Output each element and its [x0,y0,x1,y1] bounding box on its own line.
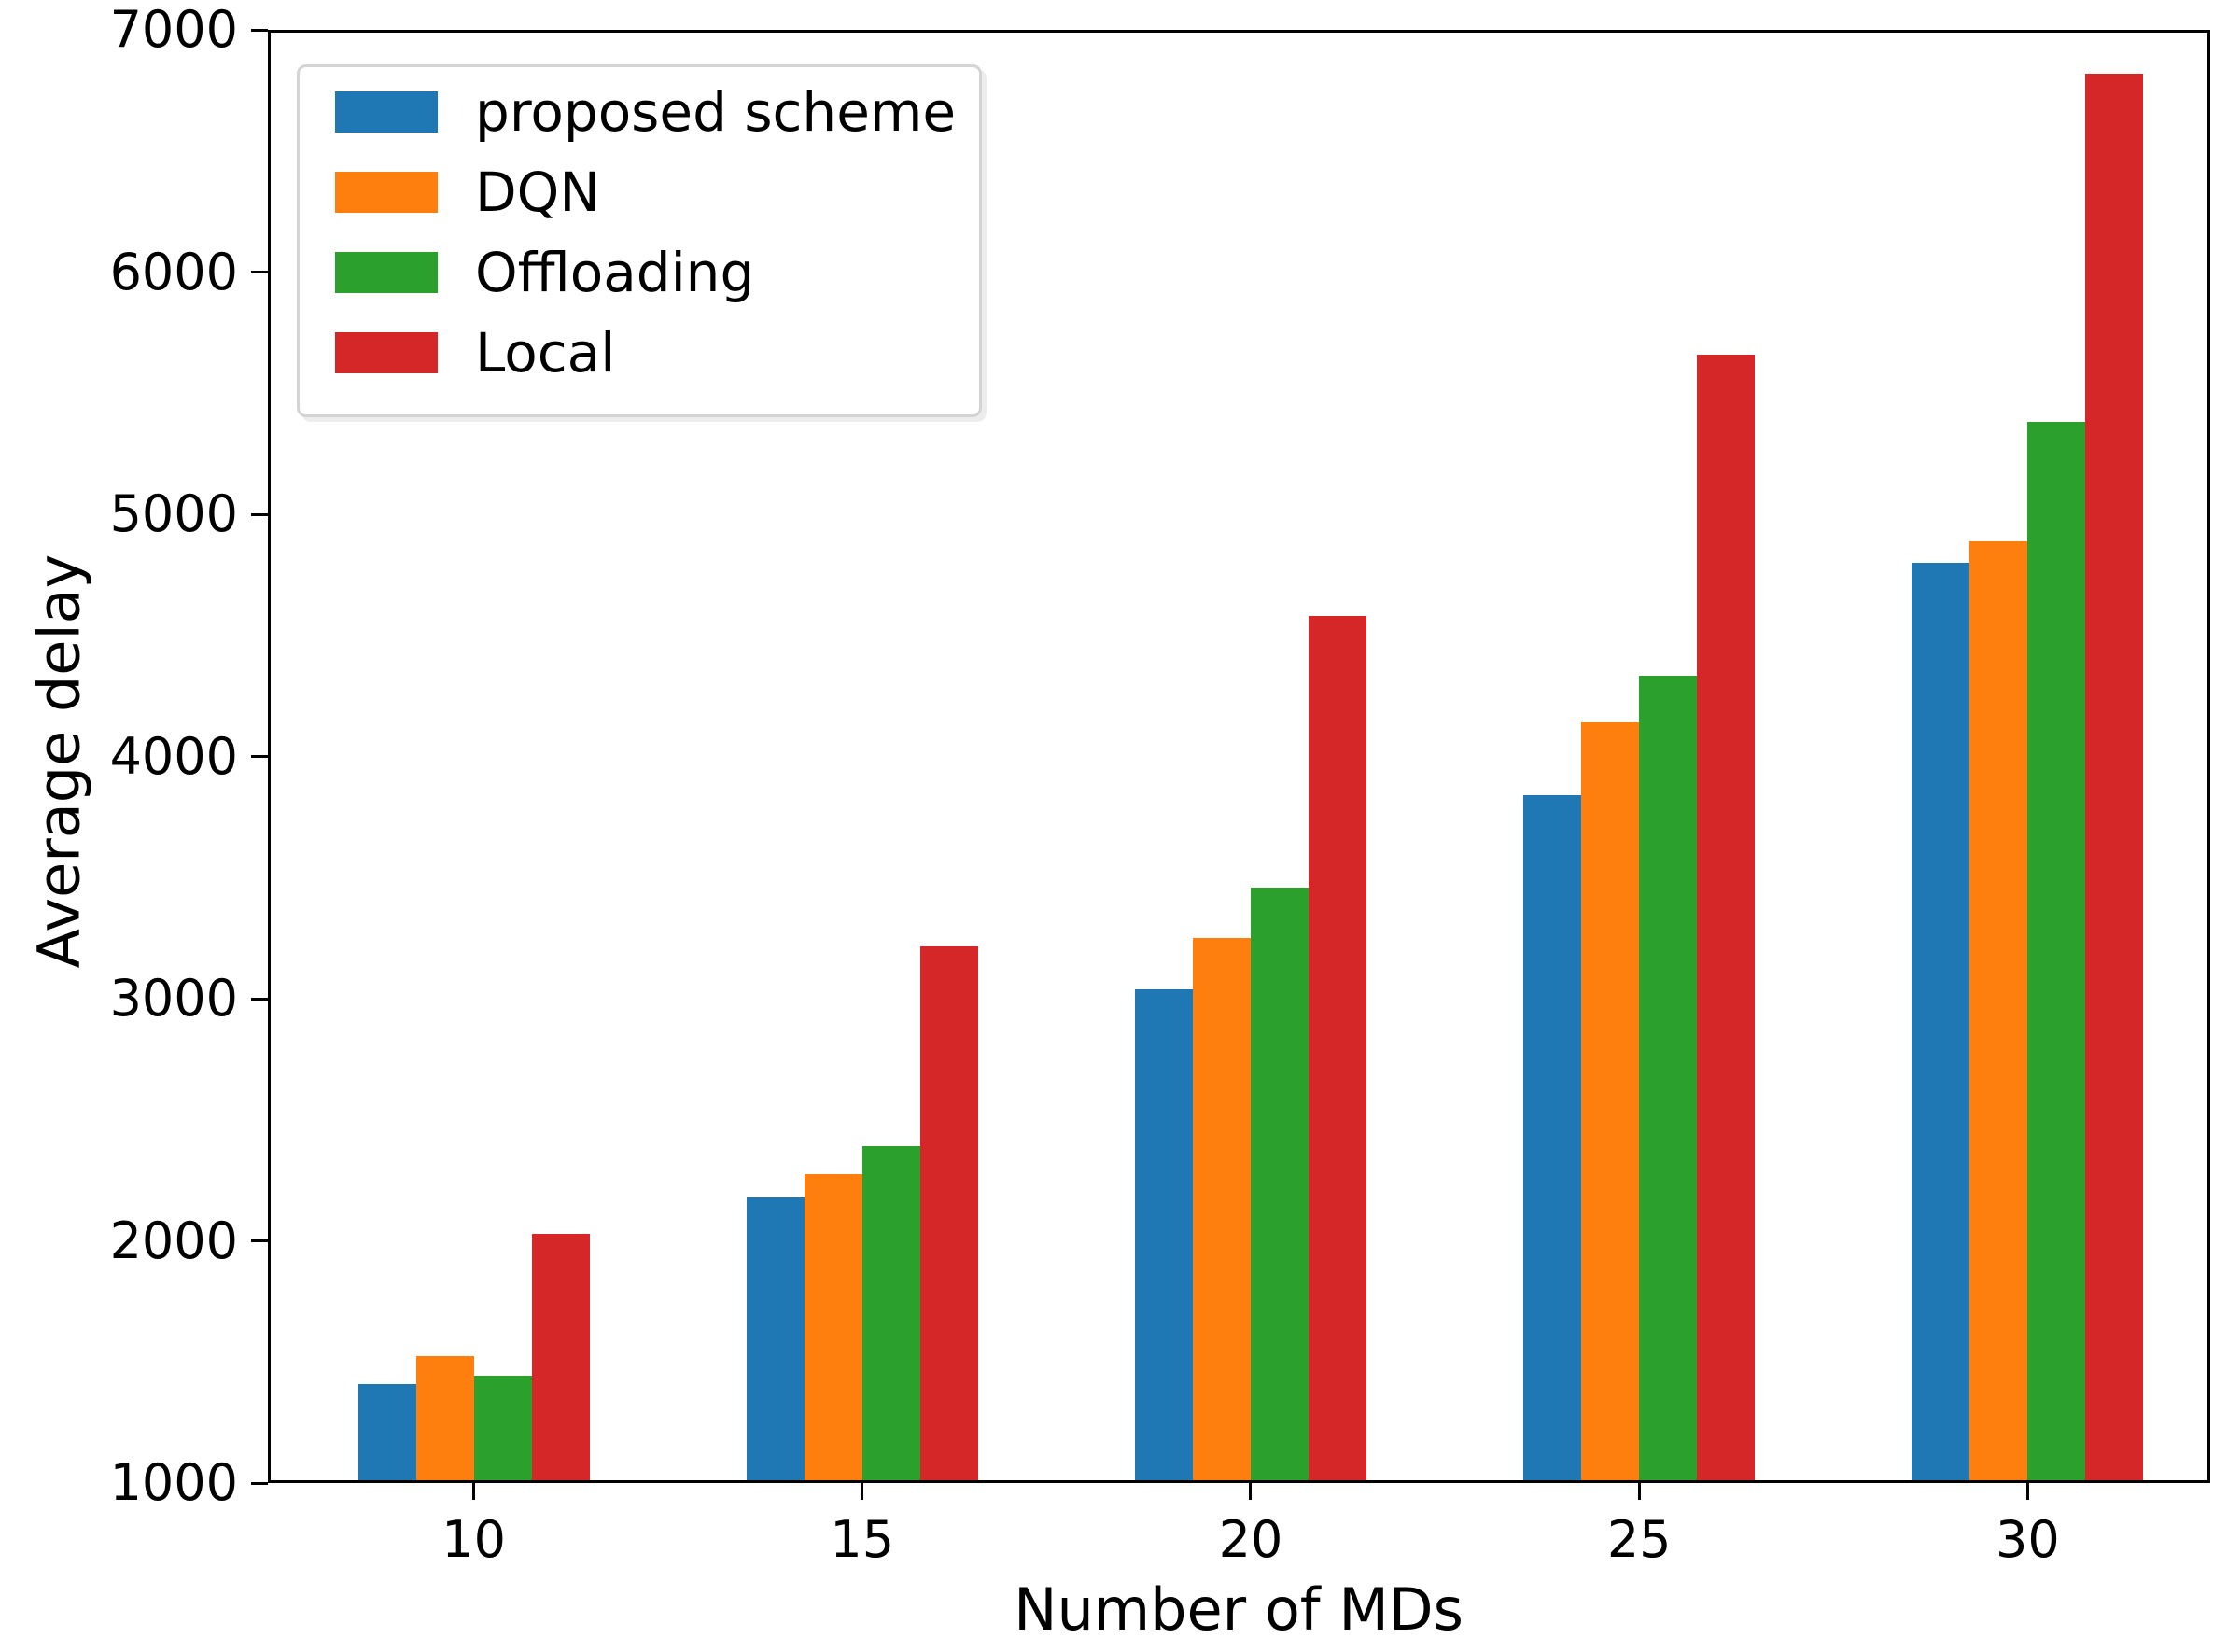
x-tick-mark [861,1483,864,1500]
x-axis-title: Number of MDs [1014,1575,1464,1644]
y-tick-label: 5000 [109,484,238,543]
legend: proposed scheme DQN Offloading Local [297,64,982,417]
bar-local-x20 [1308,616,1366,1480]
x-tick-mark [472,1483,476,1500]
x-tick-label: 25 [1606,1510,1672,1569]
bar-offloading-x10 [473,1375,532,1480]
x-tick-mark [1249,1483,1253,1500]
legend-swatch-dqn [335,172,438,213]
legend-item: DQN [300,164,979,220]
legend-label: DQN [475,161,600,224]
x-tick-label: 30 [1996,1510,2060,1569]
x-tick-mark [1637,1483,1641,1500]
y-axis-title: Average delay [24,553,93,969]
legend-label: Offloading [475,241,755,304]
bar-offloading-x15 [861,1146,920,1480]
x-tick-label: 20 [1218,1510,1283,1569]
legend-swatch-proposed-scheme [335,91,438,133]
bar-proposed-scheme-x15 [746,1197,805,1480]
x-tick-label: 15 [830,1510,895,1569]
y-tick-mark [251,271,268,273]
bar-local-x25 [1697,354,1756,1480]
legend-swatch-local [335,332,438,373]
y-tick-mark [251,1239,268,1242]
bar-offloading-x25 [1639,675,1698,1480]
y-tick-label: 3000 [109,969,238,1028]
y-tick-label: 7000 [109,0,238,59]
bar-local-x30 [2085,73,2144,1480]
y-tick-label: 1000 [109,1453,238,1512]
bar-dqn-x30 [1969,540,2028,1480]
bar-local-x15 [919,946,978,1480]
y-tick-label: 6000 [109,242,238,301]
bar-offloading-x30 [2027,422,2086,1480]
legend-item: Offloading [300,245,979,301]
legend-label: Local [475,321,616,385]
legend-item: Local [300,325,979,381]
bar-dqn-x15 [804,1174,862,1480]
y-tick-mark [251,755,268,758]
y-tick-label: 2000 [109,1211,238,1270]
plot-area [268,30,2210,1483]
bar-proposed-scheme-x10 [357,1383,416,1480]
bar-proposed-scheme-x20 [1134,988,1193,1480]
bar-dqn-x10 [415,1355,474,1480]
y-tick-mark [251,997,268,1001]
y-tick-mark [251,28,268,32]
bar-local-x10 [531,1233,590,1480]
legend-label: proposed scheme [475,80,957,144]
legend-swatch-offloading [335,252,438,293]
bar-dqn-x20 [1192,938,1251,1480]
legend-item: proposed scheme [300,84,979,140]
bar-proposed-scheme-x30 [1912,562,1970,1480]
y-tick-mark [251,512,268,516]
y-tick-label: 4000 [109,726,238,786]
bar-dqn-x25 [1581,722,1640,1480]
x-tick-label: 10 [441,1510,506,1569]
bar-proposed-scheme-x25 [1523,795,1582,1480]
bar-offloading-x20 [1250,887,1309,1480]
x-tick-mark [2025,1483,2029,1500]
y-tick-mark [251,1481,268,1485]
